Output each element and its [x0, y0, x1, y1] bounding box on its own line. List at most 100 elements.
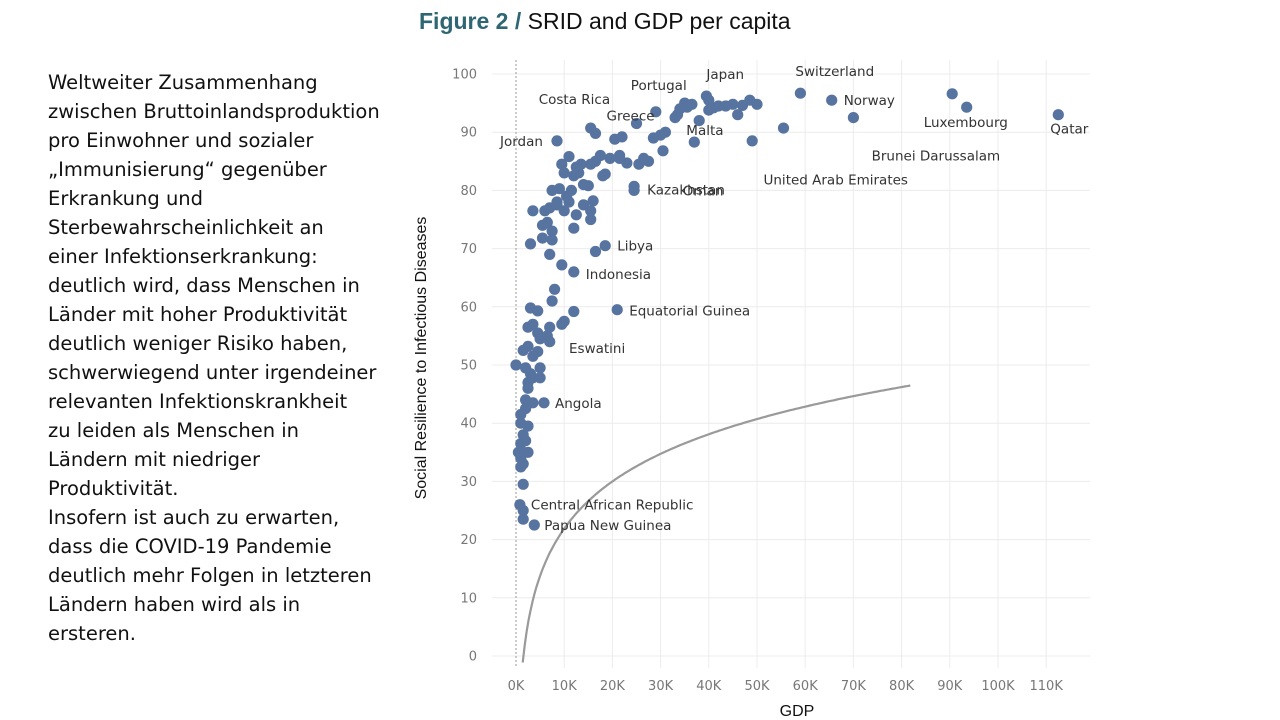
data-point: [647, 132, 660, 144]
data-point: [551, 135, 563, 147]
data-point: [510, 359, 522, 371]
data-point: [693, 115, 705, 127]
data-point: [546, 295, 558, 307]
data-point: [746, 135, 758, 147]
data-point: [536, 232, 549, 244]
x-tick-label: 30K: [648, 679, 674, 694]
data-point: [587, 195, 599, 207]
data-point: [847, 112, 860, 124]
data-point: [630, 117, 643, 130]
body-text-line: pro Einwohner und sozialer: [48, 129, 314, 152]
data-point: [614, 152, 626, 164]
data-point: [517, 513, 529, 525]
body-text-line: Produktivität.: [48, 477, 179, 500]
body-text-line: deutlich weniger Risiko haben,: [48, 332, 348, 355]
point-label: Jordan: [499, 134, 543, 150]
body-text-line: deutlich mehr Folgen in letzteren: [48, 564, 372, 587]
body-text-line: relevanten Infektionskrankheit: [48, 390, 348, 413]
data-point: [669, 112, 681, 124]
point-label: Kazakhstan: [647, 183, 725, 199]
data-point: [515, 438, 527, 450]
point-label: Angola: [555, 396, 602, 412]
data-point: [732, 109, 744, 121]
point-label: Japan: [705, 67, 744, 83]
data-point: [524, 238, 537, 250]
data-point: [522, 420, 534, 432]
body-text-line: Erkrankung und: [48, 187, 204, 210]
body-text-line: dass die COVID-19 Pandemie: [48, 535, 332, 558]
data-point: [570, 209, 582, 221]
y-tick-label: 10: [460, 591, 477, 606]
data-point: [522, 382, 534, 394]
data-point: [568, 266, 580, 278]
x-tick-label: 110K: [1030, 679, 1064, 694]
point-label: Luxembourg: [924, 115, 1008, 131]
data-point: [1052, 109, 1064, 121]
point-label: Libya: [617, 239, 653, 255]
chart-title-text: SRID and GDP per capita: [527, 8, 791, 34]
slide-body-text: Weltweiter Zusammenhang zwischen Bruttoin…: [48, 68, 408, 648]
body-text-line: deutlich wird, dass Menschen in: [48, 274, 360, 297]
x-tick-label: 70K: [841, 679, 867, 694]
body-text-line: zu leiden als Menschen in: [48, 419, 300, 442]
data-point: [568, 222, 580, 234]
data-point: [597, 170, 609, 182]
y-tick-labels: 0 10 20 30 40 50 60 70 80 90 100: [452, 68, 477, 665]
x-tick-label: 50K: [744, 679, 770, 694]
body-text-line: Weltweiter Zusammenhang: [48, 71, 318, 94]
data-point: [604, 152, 616, 164]
data-point: [558, 167, 570, 179]
data-point: [556, 158, 568, 170]
data-point: [544, 248, 556, 260]
data-point: [577, 179, 590, 191]
point-label: Greece: [607, 109, 655, 125]
x-tick-label: 60K: [793, 679, 819, 694]
x-tick-labels: 0K 10K 20K 30K 40K 50K 60K 70K 80K 90K 100K 110K: [508, 679, 1064, 694]
body-text-line: Sterbewahrscheinlichkeit an: [48, 216, 324, 239]
body-text-line: zwischen Bruttoinlandsproduktion: [48, 100, 380, 123]
point-label: Central African Republic: [531, 498, 694, 514]
data-point: [563, 151, 575, 163]
y-tick-label: 20: [460, 533, 477, 548]
body-text-line: einer Infektionserkrankung:: [48, 245, 318, 268]
data-point: [688, 136, 700, 148]
data-point: [794, 87, 807, 99]
point-label: Malta: [686, 123, 723, 139]
data-point: [556, 259, 568, 271]
data-point: [546, 234, 558, 246]
data-point: [527, 350, 539, 362]
y-tick-label: 30: [460, 475, 477, 490]
data-point: [544, 336, 556, 348]
data-point: [589, 245, 602, 258]
data-point: [961, 101, 973, 113]
trend-line: [521, 384, 911, 663]
trend-line-group: [521, 384, 911, 663]
y-tick-label: 100: [452, 68, 477, 83]
data-point: [703, 104, 715, 116]
data-point: [561, 190, 573, 202]
data-point: [633, 158, 645, 170]
data-point: [532, 305, 544, 317]
x-tick-label: 100K: [981, 679, 1015, 694]
point-label: Equatorial Guinea: [629, 304, 750, 320]
data-point: [536, 219, 549, 231]
data-point: [599, 240, 611, 252]
point-label: Qatar: [1050, 122, 1088, 138]
point-label: Switzerland: [795, 64, 874, 80]
point-label: United Arab Emirates: [764, 172, 908, 188]
data-point: [517, 344, 529, 356]
body-text-line: Insofern ist auch zu erwarten,: [48, 506, 340, 529]
body-text-line: „Immunisierung“ gegenüber: [48, 158, 327, 181]
y-tick-label: 50: [460, 359, 477, 374]
data-point: [577, 199, 590, 211]
body-text-line: ersteren.: [48, 622, 136, 645]
data-point: [650, 106, 662, 118]
y-tick-label: 40: [460, 417, 477, 432]
body-text-line: Länder mit hoher Produktivität: [48, 303, 348, 326]
figure-number: Figure 2 /: [419, 8, 522, 34]
data-point: [534, 372, 546, 384]
point-label: Indonesia: [586, 267, 651, 283]
data-points: [510, 87, 1064, 531]
x-tick-label: 0K: [508, 679, 525, 694]
y-tick-label: 60: [460, 300, 477, 315]
